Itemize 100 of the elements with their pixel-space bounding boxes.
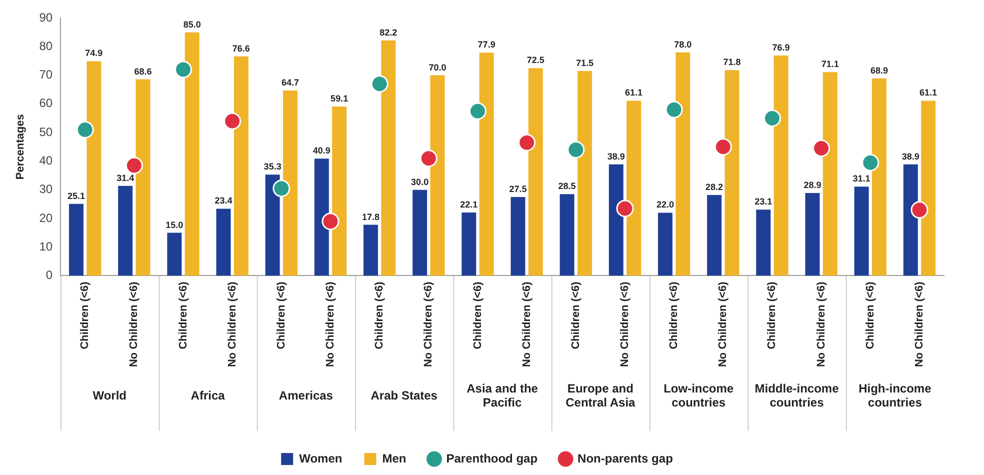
data-label: 78.0	[674, 39, 692, 50]
point	[174, 60, 192, 78]
legend-label: Men	[382, 451, 406, 466]
data-label: 61.1	[920, 88, 938, 98]
point	[763, 109, 781, 127]
bar	[283, 90, 298, 276]
bar	[724, 70, 740, 276]
bar	[774, 56, 788, 276]
data-label: 23.1	[754, 196, 772, 207]
data-label: 64.7	[281, 77, 300, 88]
x-tick-label: Children (<6)	[374, 281, 386, 350]
legend-label: Women	[299, 451, 342, 466]
x-tick-label: Children (<6)	[864, 281, 876, 350]
y-tick-label: 60	[39, 96, 53, 110]
y-tick-label: 40	[39, 154, 53, 168]
bar	[805, 192, 820, 276]
point	[910, 201, 928, 219]
x-tick-label: No Children (<6)	[520, 281, 533, 368]
data-label: 23.4	[214, 196, 232, 206]
x-tick-label: No Children (<6)	[717, 281, 730, 368]
x-tick-label: Children (<6)	[668, 281, 680, 350]
bar	[676, 52, 690, 276]
data-label: 38.9	[902, 151, 920, 162]
data-label: 71.1	[821, 59, 839, 70]
y-tick-label: 30	[39, 182, 53, 196]
data-label: 38.9	[607, 151, 625, 162]
x-tick-label: No Children (<6)	[128, 281, 140, 368]
bar	[872, 78, 886, 276]
data-label: 77.9	[478, 40, 496, 50]
bar	[510, 196, 526, 276]
bar	[184, 32, 200, 276]
x-tick-label: Children (<6)	[570, 281, 582, 350]
point	[714, 138, 732, 156]
y-tick-label: 20	[39, 210, 53, 225]
data-label: 76.9	[772, 42, 790, 52]
data-label: 27.5	[509, 184, 527, 194]
point	[616, 200, 634, 218]
x-tick-label: No Children (<6)	[324, 281, 337, 368]
point	[322, 212, 340, 230]
text: High-income countries	[858, 381, 932, 410]
point	[370, 75, 388, 93]
data-label: 31.4	[116, 172, 134, 183]
bar	[707, 194, 722, 276]
x-tick-label: No Children (<6)	[619, 281, 632, 368]
x-tick-label: No Children (<6)	[226, 281, 238, 368]
data-label: 17.8	[362, 212, 380, 222]
x-tick-label: No Children (<6)	[815, 281, 828, 368]
bar	[167, 232, 182, 276]
data-label: 76.6	[232, 43, 250, 54]
data-label: 22.1	[460, 199, 478, 210]
data-label: 82.2	[380, 27, 398, 38]
data-label: 85.0	[183, 19, 201, 30]
x-tick-label: Children (<6)	[472, 281, 484, 350]
bar	[658, 212, 672, 276]
bar	[479, 52, 494, 276]
data-label: 15.0	[166, 220, 184, 230]
bar	[216, 208, 231, 276]
bar	[69, 204, 84, 276]
data-label: 71.8	[723, 57, 741, 68]
data-label: 28.2	[706, 182, 724, 192]
text: Asia and the Pacific	[466, 381, 538, 410]
x-tick-label: Children (<6)	[275, 281, 288, 350]
bar	[462, 212, 476, 276]
bar	[822, 72, 838, 276]
text: Low-income countries	[664, 381, 734, 410]
y-tick-label: 50	[39, 124, 53, 139]
data-label: 31.1	[852, 174, 870, 184]
bar	[577, 70, 592, 276]
point	[468, 102, 486, 120]
data-label: 28.5	[558, 181, 576, 192]
bar	[332, 106, 347, 276]
data-label: 72.5	[526, 55, 544, 66]
data-label: 35.3	[264, 162, 282, 172]
point	[125, 156, 143, 174]
legend-label: Parenthood gap	[446, 451, 538, 466]
data-label: 68.9	[870, 65, 888, 76]
data-label: 68.6	[134, 66, 152, 76]
y-tick-label: 10	[39, 239, 53, 254]
bar	[756, 210, 771, 276]
point	[862, 154, 880, 172]
x-tick-label: Children (<6)	[766, 281, 778, 350]
text: World	[92, 388, 127, 402]
data-label: 61.1	[625, 88, 643, 98]
data-label: 28.9	[804, 180, 822, 190]
point	[665, 100, 683, 118]
bar	[903, 164, 918, 276]
data-label: 74.9	[85, 48, 103, 58]
x-tick-label: Children (<6)	[79, 281, 92, 350]
x-tick-label: No Children (<6)	[913, 281, 926, 368]
data-label: 25.1	[67, 190, 86, 201]
bar	[608, 164, 624, 276]
text: Europe and Central Asia	[566, 381, 636, 410]
legend-label: Non-parents gap	[578, 451, 673, 466]
bar	[412, 190, 428, 276]
bar	[136, 79, 150, 276]
text: Americas	[278, 388, 334, 402]
y-tick-label: 0	[46, 268, 53, 282]
bar	[118, 186, 133, 276]
point	[224, 112, 242, 130]
bar	[86, 61, 102, 276]
